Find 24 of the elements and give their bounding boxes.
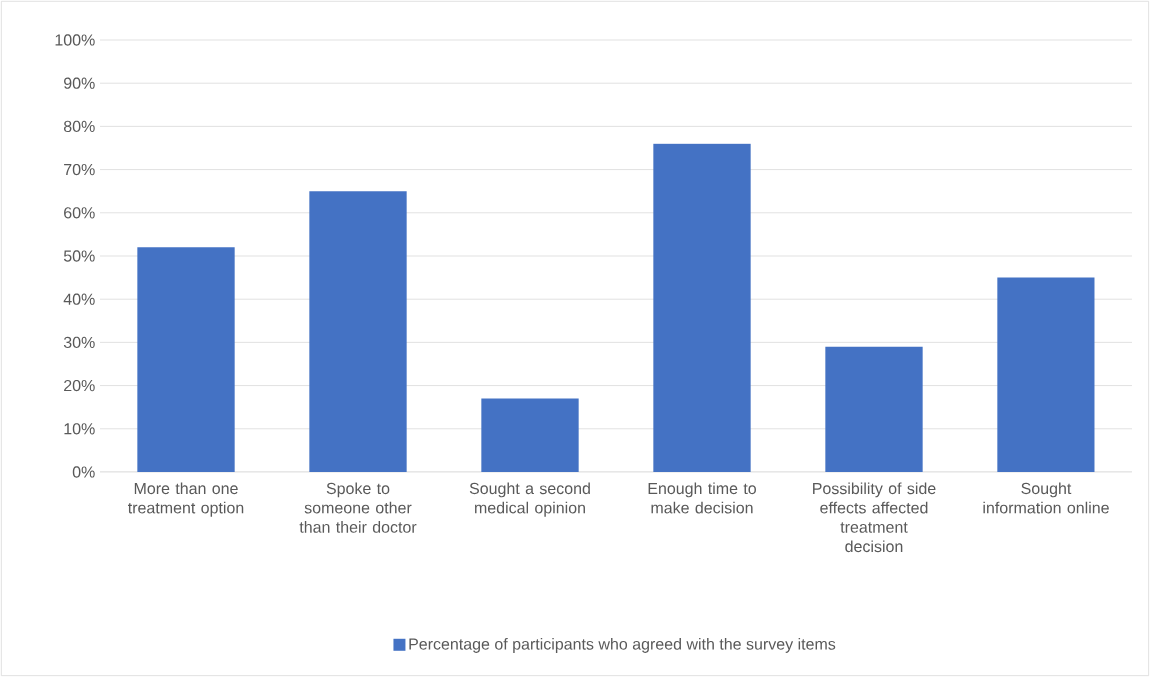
y-tick-label: 20% [64,379,95,392]
x-tick-label: Sought a second medical opinion [469,482,590,517]
legend-label: Percentage of participants who agreed with the survey items [409,637,836,653]
bar [481,398,579,472]
bar [653,143,751,472]
y-tick-label: 30% [63,336,95,349]
y-tick-label: 40% [63,293,95,305]
bar [137,247,235,472]
bar [997,277,1095,472]
x-tick-label: Spoke to someone other than their doctor [299,482,417,533]
x-tick-label: Sought information online [983,482,1109,514]
bar [825,346,923,472]
bar [309,191,407,472]
x-tick-label: Enough time to make decision [648,482,756,514]
y-tick-label: 10% [64,423,95,435]
y-tick-label: 0% [72,466,95,478]
y-tick-label: 80% [63,120,95,133]
y-tick-label: 60% [64,207,95,219]
y-tick-label: 100% [55,34,95,46]
y-tick-label: 50% [63,250,95,262]
x-tick-label: Possibility of side effects affected treatment decision [813,482,936,553]
y-tick-label: 70% [64,163,95,176]
y-tick-label: 90% [64,77,95,89]
x-tick-label: More than one treatment option [128,482,244,517]
